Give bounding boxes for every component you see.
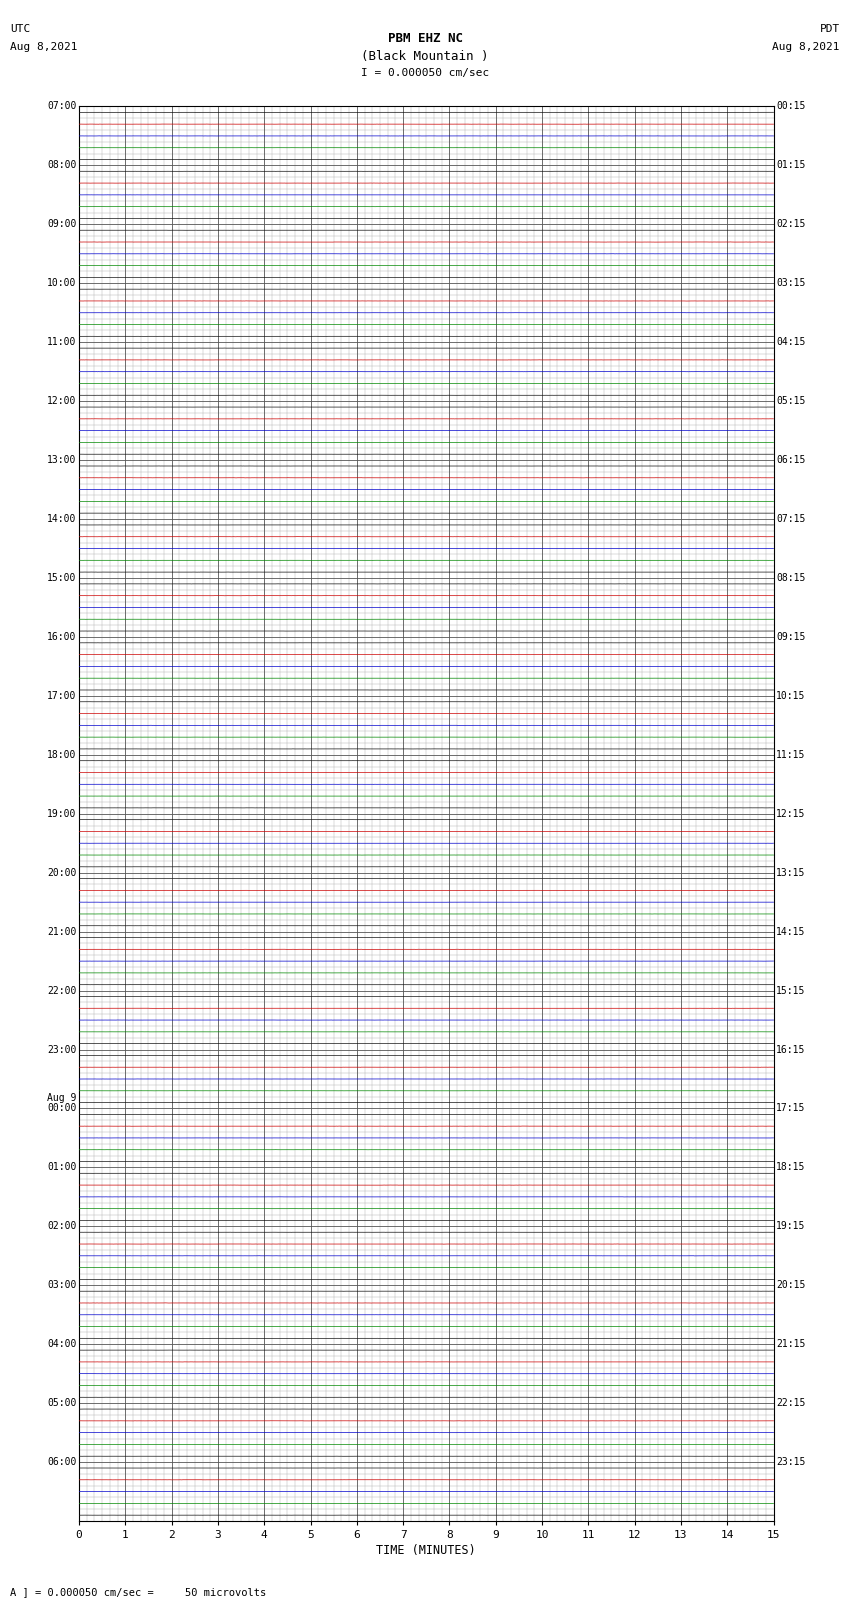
- Text: UTC: UTC: [10, 24, 31, 34]
- Text: 22:00: 22:00: [47, 986, 76, 995]
- Text: 04:00: 04:00: [47, 1339, 76, 1348]
- Text: 02:15: 02:15: [776, 219, 806, 229]
- Text: 01:15: 01:15: [776, 160, 806, 171]
- Text: PDT: PDT: [819, 24, 840, 34]
- Text: 00:15: 00:15: [776, 102, 806, 111]
- Text: 22:15: 22:15: [776, 1398, 806, 1408]
- X-axis label: TIME (MINUTES): TIME (MINUTES): [377, 1544, 476, 1557]
- Text: 00:00: 00:00: [47, 1103, 76, 1113]
- Text: 03:00: 03:00: [47, 1281, 76, 1290]
- Text: 15:00: 15:00: [47, 573, 76, 582]
- Text: 14:00: 14:00: [47, 515, 76, 524]
- Text: 17:15: 17:15: [776, 1103, 806, 1113]
- Text: 07:15: 07:15: [776, 515, 806, 524]
- Text: 11:15: 11:15: [776, 750, 806, 760]
- Text: 01:00: 01:00: [47, 1163, 76, 1173]
- Text: 16:15: 16:15: [776, 1045, 806, 1055]
- Text: A ] = 0.000050 cm/sec =     50 microvolts: A ] = 0.000050 cm/sec = 50 microvolts: [10, 1587, 266, 1597]
- Text: 23:00: 23:00: [47, 1045, 76, 1055]
- Text: 09:00: 09:00: [47, 219, 76, 229]
- Text: 12:00: 12:00: [47, 397, 76, 406]
- Text: 12:15: 12:15: [776, 808, 806, 819]
- Text: 06:15: 06:15: [776, 455, 806, 465]
- Text: 07:00: 07:00: [47, 102, 76, 111]
- Text: 18:15: 18:15: [776, 1163, 806, 1173]
- Text: 15:15: 15:15: [776, 986, 806, 995]
- Text: 08:00: 08:00: [47, 160, 76, 171]
- Text: 16:00: 16:00: [47, 632, 76, 642]
- Text: Aug 9: Aug 9: [47, 1092, 76, 1103]
- Text: 13:15: 13:15: [776, 868, 806, 877]
- Text: 11:00: 11:00: [47, 337, 76, 347]
- Text: 05:15: 05:15: [776, 397, 806, 406]
- Text: Aug 8,2021: Aug 8,2021: [10, 42, 77, 52]
- Text: 19:15: 19:15: [776, 1221, 806, 1231]
- Text: 08:15: 08:15: [776, 573, 806, 582]
- Text: 20:15: 20:15: [776, 1281, 806, 1290]
- Text: 21:00: 21:00: [47, 926, 76, 937]
- Text: 09:15: 09:15: [776, 632, 806, 642]
- Text: 18:00: 18:00: [47, 750, 76, 760]
- Text: 02:00: 02:00: [47, 1221, 76, 1231]
- Text: (Black Mountain ): (Black Mountain ): [361, 50, 489, 63]
- Text: 03:15: 03:15: [776, 279, 806, 289]
- Text: 05:00: 05:00: [47, 1398, 76, 1408]
- Text: 10:00: 10:00: [47, 279, 76, 289]
- Text: 21:15: 21:15: [776, 1339, 806, 1348]
- Text: 13:00: 13:00: [47, 455, 76, 465]
- Text: 14:15: 14:15: [776, 926, 806, 937]
- Text: 17:00: 17:00: [47, 690, 76, 702]
- Text: PBM EHZ NC: PBM EHZ NC: [388, 32, 462, 45]
- Text: 06:00: 06:00: [47, 1457, 76, 1468]
- Text: Aug 8,2021: Aug 8,2021: [773, 42, 840, 52]
- Text: 04:15: 04:15: [776, 337, 806, 347]
- Text: 23:15: 23:15: [776, 1457, 806, 1468]
- Text: 10:15: 10:15: [776, 690, 806, 702]
- Text: 20:00: 20:00: [47, 868, 76, 877]
- Text: 19:00: 19:00: [47, 808, 76, 819]
- Text: I = 0.000050 cm/sec: I = 0.000050 cm/sec: [361, 68, 489, 77]
